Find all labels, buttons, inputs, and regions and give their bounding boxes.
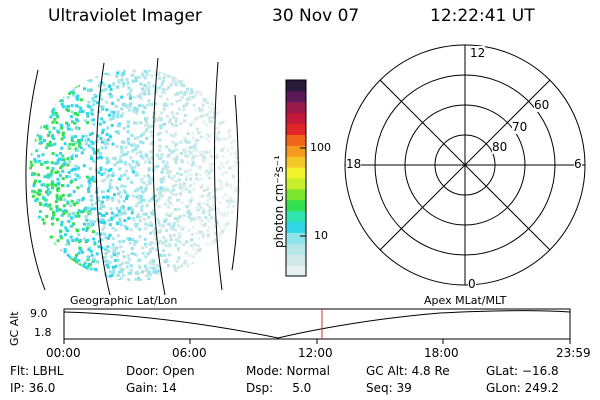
ytick-top: 9.0 — [30, 307, 48, 320]
status-mode: Mode: Normal — [246, 364, 330, 378]
status-seq: Seq: 39 — [366, 381, 412, 395]
status-flt: Flt: LBHL — [10, 364, 64, 378]
status-door: Door: Open — [126, 364, 195, 378]
status-ip: IP: 36.0 — [10, 381, 56, 395]
xtick-1800: 18:00 — [424, 346, 459, 360]
mlat-label-70: 70 — [512, 120, 528, 134]
status-dsp: Dsp: 5.0 — [246, 381, 312, 395]
xtick-2359: 23:59 — [556, 346, 591, 360]
status-gcalt: GC Alt: 4.8 Re — [366, 364, 450, 378]
mlat-label-60: 60 — [534, 98, 550, 112]
status-gain: Gain: 14 — [126, 381, 177, 395]
longitude-lines — [25, 57, 239, 296]
altitude-trace — [63, 310, 571, 339]
ytick-bottom: 1.8 — [34, 326, 52, 339]
time-label: 12:22:41 UT — [430, 6, 535, 26]
xtick-0000: 00:00 — [46, 346, 81, 360]
xtick-1200: 12:00 — [298, 346, 333, 360]
apex-title: Apex MLat/MLT — [424, 294, 507, 307]
instrument-title: Ultraviolet Imager — [48, 6, 202, 26]
mlt-label-6: 6 — [574, 157, 582, 171]
date-label: 30 Nov 07 — [272, 6, 360, 26]
status-glon: GLon: 249.2 — [486, 381, 559, 395]
status-glat: GLat: −16.8 — [486, 364, 559, 378]
colorbar-tick-100: 100 — [310, 141, 331, 154]
geographic-title: Geographic Lat/Lon — [70, 294, 178, 307]
xtick-0600: 06:00 — [172, 346, 207, 360]
colorbar-tick-10: 10 — [314, 229, 328, 242]
mlat-label-80: 80 — [492, 140, 508, 154]
mlt-label-0: 0 — [468, 277, 476, 291]
mlt-label-12: 12 — [470, 46, 486, 60]
mlt-label-18: 18 — [346, 157, 362, 171]
